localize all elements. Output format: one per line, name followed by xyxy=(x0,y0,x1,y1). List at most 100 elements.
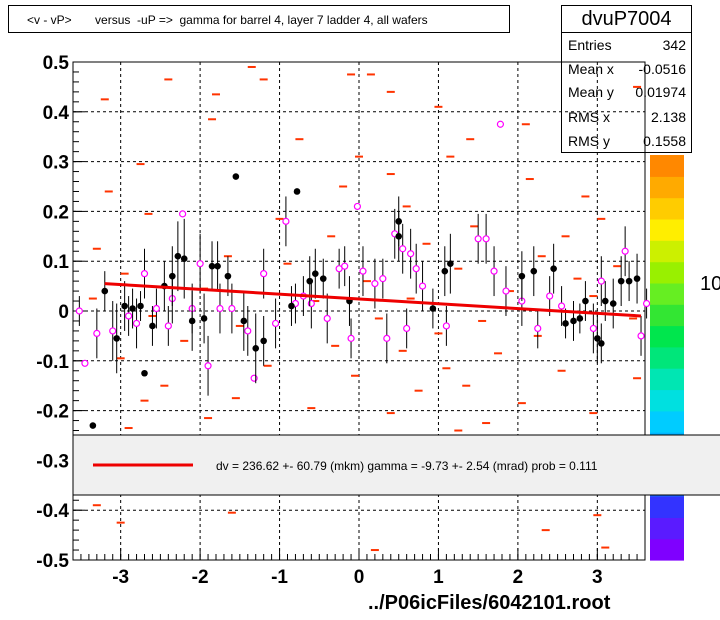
filled-marker xyxy=(240,317,248,325)
filled-marker xyxy=(570,317,577,325)
palette-band xyxy=(650,282,684,305)
open-marker xyxy=(341,262,349,270)
open-marker xyxy=(637,332,645,340)
fit-legend: dv = 236.62 +- 60.79 (mkm) gamma = -9.73… xyxy=(72,434,720,496)
filled-marker xyxy=(582,297,589,305)
open-marker xyxy=(407,250,415,258)
open-marker xyxy=(323,314,331,323)
open-marker xyxy=(216,304,224,313)
stat-value: -0.0516 xyxy=(638,61,686,77)
filled-marker xyxy=(633,275,641,282)
stat-label: RMS y xyxy=(568,133,610,149)
open-marker xyxy=(228,304,236,313)
x-tick-label: -1 xyxy=(271,567,288,588)
filled-marker xyxy=(121,302,128,310)
open-marker xyxy=(399,245,407,253)
x-tick-label: 2 xyxy=(513,567,524,588)
filled-marker xyxy=(576,315,584,322)
stat-value: 2.138 xyxy=(650,109,686,125)
open-marker xyxy=(597,277,605,285)
open-marker xyxy=(125,312,133,320)
y-tick-label: -0.3 xyxy=(36,451,69,472)
open-marker xyxy=(496,120,505,128)
open-marker xyxy=(371,280,379,288)
y-tick-label: -0.4 xyxy=(36,501,69,522)
open-marker xyxy=(403,324,411,333)
filled-marker xyxy=(180,255,188,263)
axes: 0.5 0.4 0.3 0.2 0.1 0 -0.1 -0.2 -0.3 -0.4 -0.5 -3 -2… xyxy=(36,53,646,588)
open-marker xyxy=(589,324,597,333)
filled-marker xyxy=(169,272,176,280)
stat-row-entries: Entries 342 xyxy=(568,37,686,61)
open-marker xyxy=(132,319,141,328)
filled-marker xyxy=(530,267,538,275)
filled-marker xyxy=(518,272,526,280)
stat-label: Entries xyxy=(568,37,612,53)
open-marker xyxy=(204,362,212,370)
filled-marker xyxy=(395,218,403,225)
filled-marker xyxy=(224,272,232,280)
filled-marker xyxy=(232,173,240,180)
palette-band xyxy=(650,197,684,220)
palette-band xyxy=(650,538,684,561)
x-tick-label: 0 xyxy=(354,567,365,588)
open-marker xyxy=(474,235,482,243)
open-marker xyxy=(347,334,355,342)
open-marker xyxy=(418,282,427,290)
open-marker xyxy=(546,292,554,300)
filled-marker xyxy=(288,302,295,310)
filled-marker xyxy=(214,262,221,270)
open-marker xyxy=(621,247,629,255)
stat-row-rms-y: RMS y 0.1558 xyxy=(568,133,686,157)
open-marker xyxy=(502,287,510,295)
filled-marker xyxy=(200,315,208,322)
y-tick-label: 0.1 xyxy=(43,252,70,273)
stat-value: 0.01974 xyxy=(635,84,686,100)
filled-marker xyxy=(252,345,260,352)
filled-marker xyxy=(562,320,569,327)
stat-label: RMS x xyxy=(568,109,610,125)
data-marks xyxy=(75,65,651,552)
stat-row-mean-y: Mean y 0.01974 xyxy=(568,84,686,108)
open-marker xyxy=(93,329,101,338)
filled-marker xyxy=(601,297,609,305)
open-marker xyxy=(81,359,89,367)
open-marker xyxy=(140,270,149,278)
filled-marker xyxy=(89,422,97,429)
filled-marker xyxy=(101,287,109,295)
palette-band xyxy=(650,496,684,518)
open-marker xyxy=(482,235,490,243)
filled-marker xyxy=(550,265,557,272)
histogram-title: <v - vP> versus -uP => gamma for barrel … xyxy=(27,13,428,27)
open-marker xyxy=(271,319,280,328)
open-marker xyxy=(179,210,187,218)
filled-marker xyxy=(174,252,182,260)
palette-band xyxy=(650,346,684,369)
open-marker xyxy=(244,327,252,335)
stat-row-rms-x: RMS x 2.138 xyxy=(568,109,686,133)
filled-marker xyxy=(598,340,605,347)
file-path-label: ../P06icFiles/6042101.root xyxy=(368,592,611,614)
open-marker xyxy=(260,270,268,278)
filled-marker xyxy=(441,267,449,275)
stats-title: dvuP7004 xyxy=(562,6,691,33)
y-tick-label: 0.5 xyxy=(43,53,70,74)
fit-line xyxy=(104,282,642,318)
y-tick-label: 0.2 xyxy=(43,202,69,223)
open-marker xyxy=(442,322,450,330)
filled-marker xyxy=(149,322,156,330)
filled-marker xyxy=(188,317,196,325)
open-marker xyxy=(164,322,172,330)
y-tick-label: -0.2 xyxy=(36,402,69,423)
x-tick-label: 3 xyxy=(592,567,603,588)
open-marker xyxy=(534,324,542,333)
stats-box: dvuP7004 Entries 342 Mean x -0.0516 Mean… xyxy=(561,5,692,153)
open-marker xyxy=(642,299,651,308)
histogram-title-box: <v - vP> versus -uP => gamma for barrel … xyxy=(8,5,510,33)
y-tick-label: -0.1 xyxy=(36,352,69,373)
palette-band xyxy=(650,517,684,540)
open-marker xyxy=(490,267,498,275)
filled-marker xyxy=(429,305,437,312)
y-tick-label: 0 xyxy=(58,302,69,323)
